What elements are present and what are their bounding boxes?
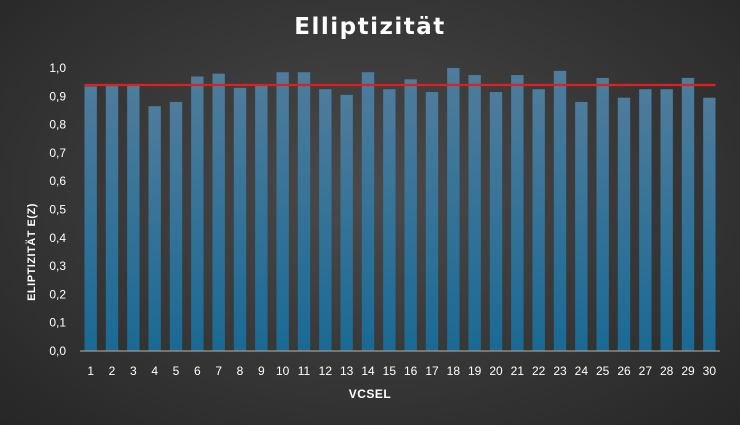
x-tick-label: 22 — [532, 364, 546, 378]
x-tick-label: 2 — [109, 364, 116, 378]
bar-20 — [489, 92, 503, 351]
x-tick-label: 8 — [237, 364, 244, 378]
y-tick-label: 0,9 — [49, 89, 66, 103]
y-tick-label: 0,7 — [49, 146, 66, 160]
x-tick-label: 10 — [276, 364, 290, 378]
bar-28 — [660, 89, 673, 351]
x-tick-label: 26 — [617, 364, 631, 378]
y-tick-label: 0,2 — [49, 287, 66, 301]
bar-16 — [404, 79, 417, 351]
bar-8 — [233, 87, 247, 351]
y-tick-label: 0,3 — [49, 259, 66, 273]
x-tick-label: 6 — [194, 364, 201, 378]
y-tick-label: 0,5 — [49, 203, 66, 217]
y-tick-label: 0,6 — [49, 174, 66, 188]
x-tick-label: 15 — [383, 364, 397, 378]
x-tick-label: 23 — [553, 364, 567, 378]
bar-3 — [127, 84, 140, 351]
x-tick-label: 27 — [639, 364, 653, 378]
bar-12 — [319, 89, 332, 351]
bar-10 — [276, 72, 289, 351]
x-tick-label: 12 — [319, 364, 333, 378]
y-tick-label: 1,0 — [49, 61, 66, 75]
x-tick-label: 7 — [215, 364, 222, 378]
x-tick-label: 21 — [511, 364, 525, 378]
bar-29 — [681, 77, 695, 351]
bar-14 — [361, 72, 375, 351]
bar-30 — [703, 97, 716, 351]
bar-11 — [297, 72, 311, 351]
x-tick-label: 11 — [298, 364, 311, 378]
bar-17 — [425, 92, 439, 351]
bar-2 — [105, 84, 119, 351]
x-tick-label: 18 — [447, 364, 461, 378]
y-tick-label: 0,1 — [49, 316, 66, 330]
bar-5 — [169, 101, 183, 352]
chart-title: Elliptizität — [294, 14, 446, 40]
bar-6 — [191, 76, 204, 352]
x-tick-label: 19 — [468, 364, 482, 378]
bar-4 — [148, 106, 161, 352]
y-tick-label: 0,4 — [49, 231, 66, 245]
bar-1 — [84, 86, 97, 351]
x-axis-label: VCSEL — [348, 387, 392, 401]
bar-26 — [617, 97, 631, 351]
x-tick-label: 30 — [703, 364, 717, 378]
bar-21 — [511, 75, 524, 351]
bar-9 — [255, 84, 268, 351]
bar-24 — [575, 101, 588, 352]
y-tick-label: 0,8 — [49, 118, 66, 132]
x-tick-label: 9 — [258, 364, 265, 378]
bar-7 — [212, 73, 225, 351]
x-tick-label: 29 — [681, 364, 695, 378]
x-tick-label: 4 — [151, 364, 158, 378]
bar-18 — [447, 68, 460, 351]
x-tick-label: 17 — [425, 364, 439, 378]
bar-27 — [639, 89, 652, 351]
bar-22 — [532, 89, 545, 351]
x-tick-label: 3 — [130, 364, 137, 378]
x-tick-label: 14 — [361, 364, 375, 378]
x-tick-label: 5 — [173, 364, 180, 378]
x-tick-label: 24 — [575, 364, 589, 378]
y-tick-label: 0,0 — [49, 344, 66, 358]
x-tick-label: 16 — [404, 364, 418, 378]
x-tick-label: 20 — [489, 364, 503, 378]
bar-15 — [383, 89, 396, 351]
x-tick-label: 13 — [340, 364, 354, 378]
bar-13 — [340, 94, 353, 351]
x-tick-label: 1 — [87, 364, 94, 378]
x-tick-label: 25 — [596, 364, 610, 378]
bar-19 — [468, 75, 481, 351]
x-tick-label: 28 — [660, 364, 674, 378]
bar-23 — [553, 70, 567, 351]
bar-25 — [596, 77, 609, 351]
